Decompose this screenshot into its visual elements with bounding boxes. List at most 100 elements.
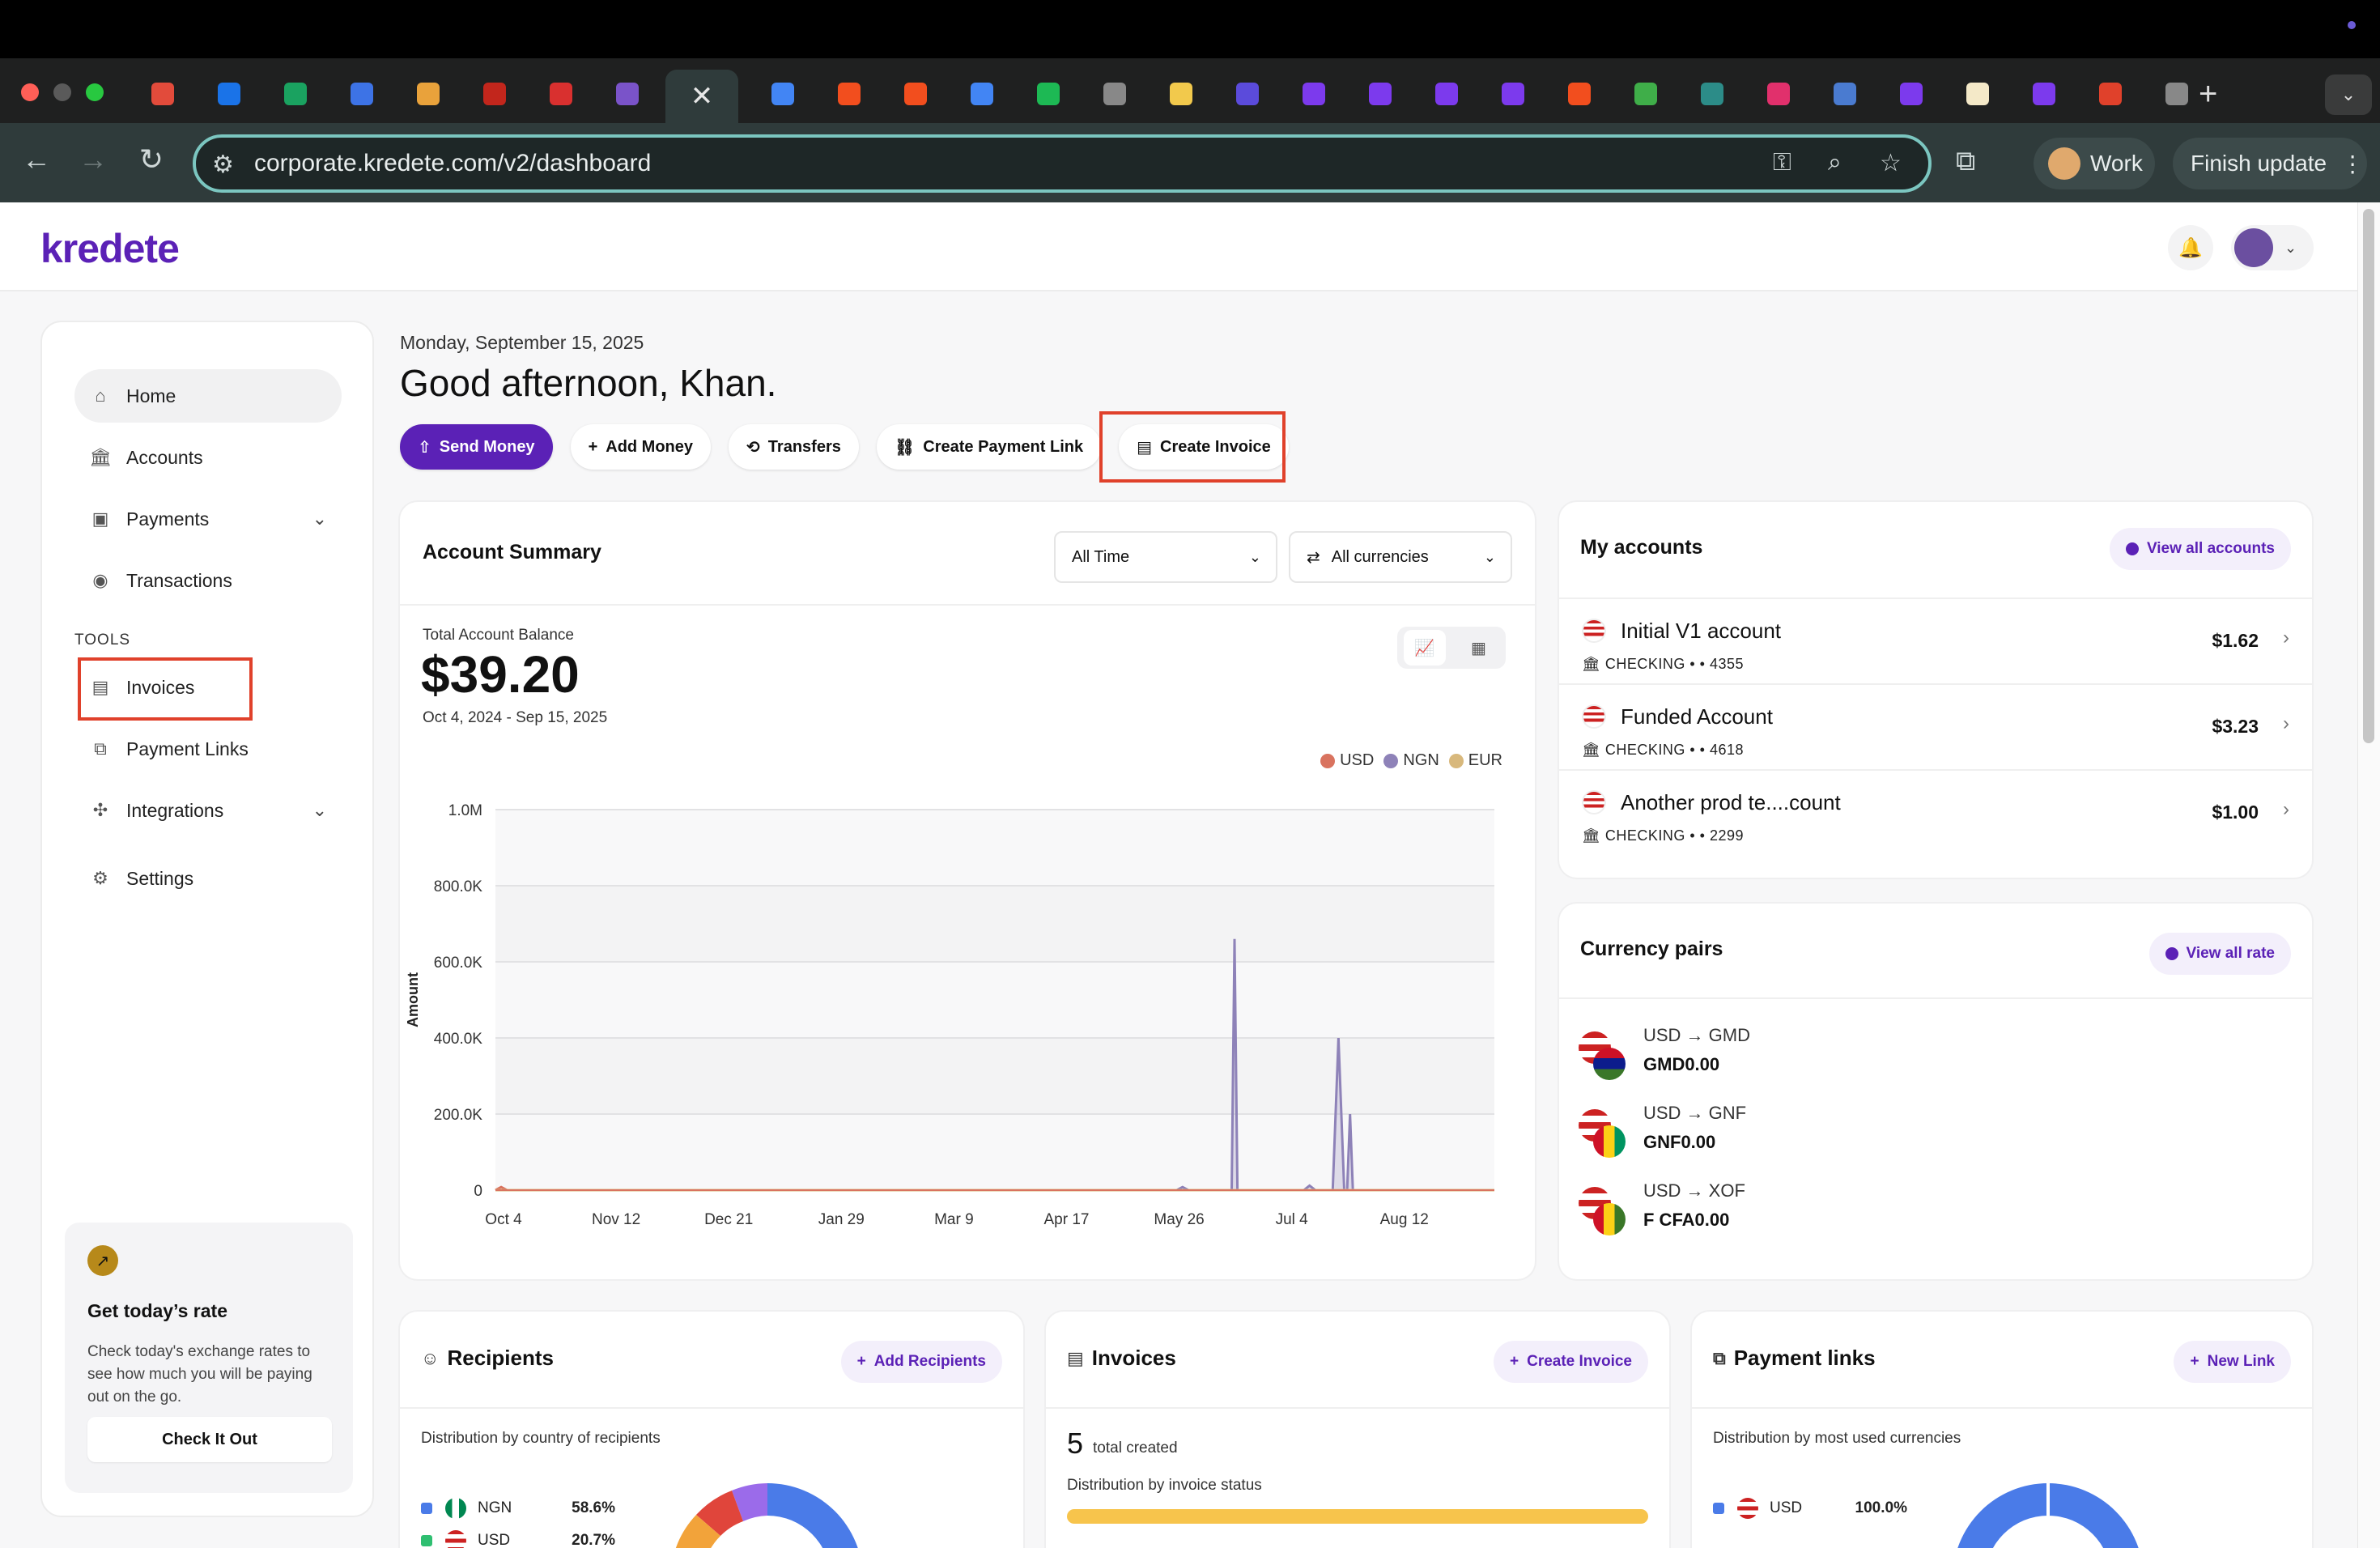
notifications-bell-icon[interactable]: 🔔: [2168, 225, 2213, 270]
check-it-out-button[interactable]: Check It Out: [87, 1417, 332, 1462]
active-tab-close-icon[interactable]: ✕: [665, 70, 738, 123]
browser-tab[interactable]: [594, 71, 661, 117]
browser-tab[interactable]: [329, 71, 395, 117]
add-recipients-button[interactable]: + Add Recipients: [840, 1341, 1002, 1383]
account-row[interactable]: Another prod te....count 🏛 CHECKING • • …: [1559, 769, 2312, 853]
sidebar-item-accounts[interactable]: 🏛 Accounts: [74, 431, 342, 484]
legend-item[interactable]: EUR: [1448, 751, 1502, 770]
currency-pair-row[interactable]: USD → XOF F CFA0.00: [1579, 1176, 2064, 1240]
browser-tab[interactable]: [2077, 71, 2144, 117]
browser-tab[interactable]: [949, 71, 1015, 117]
browser-tab[interactable]: [528, 71, 594, 117]
invoice-icon: ▤: [1137, 438, 1153, 457]
browser-tab[interactable]: [1613, 71, 1679, 117]
table-view-icon[interactable]: ▦: [1471, 639, 1486, 657]
browser-tab[interactable]: [2144, 71, 2210, 117]
zoom-icon[interactable]: ⌕: [1828, 149, 1842, 176]
currency-pair-row[interactable]: USD → GNF GNF0.00: [1579, 1098, 2064, 1163]
bookmark-star-icon[interactable]: ☆: [1880, 150, 1902, 176]
browser-tab[interactable]: [1546, 71, 1613, 117]
chevron-down-icon[interactable]: ⌄: [312, 800, 327, 820]
site-info-icon[interactable]: ⚙: [212, 151, 234, 178]
view-all-rate-button[interactable]: View all rate: [2148, 933, 2291, 975]
currency-select[interactable]: ⇄ All currencies ⌄: [1289, 531, 1512, 583]
browser-tab[interactable]: [1347, 71, 1413, 117]
account-row[interactable]: Funded Account 🏛 CHECKING • • 4618 $3.23…: [1559, 683, 2312, 768]
kebab-menu-icon[interactable]: ⋮: [2341, 151, 2365, 176]
browser-tab[interactable]: [1812, 71, 1878, 117]
browser-tab[interactable]: [1413, 71, 1480, 117]
sidebar-item-payment-links[interactable]: ⧉ Payment Links: [74, 722, 342, 776]
browser-tab[interactable]: [750, 71, 816, 117]
browser-tab[interactable]: [1878, 71, 1944, 117]
new-tab-button[interactable]: +: [2199, 76, 2218, 112]
browser-tab[interactable]: [395, 71, 461, 117]
browser-tab[interactable]: [1480, 71, 1546, 117]
browser-tab[interactable]: [1944, 71, 2011, 117]
minimize-window-button[interactable]: [53, 83, 71, 101]
browser-tab[interactable]: [1082, 71, 1148, 117]
browser-tab[interactable]: [1148, 71, 1214, 117]
add-money-button[interactable]: + Add Money: [570, 424, 712, 470]
new-link-button[interactable]: + New Link: [2174, 1341, 2291, 1383]
create-invoice-card-button[interactable]: + Create Invoice: [1493, 1341, 1648, 1383]
extensions-puzzle-icon[interactable]: ⧉: [1956, 146, 1976, 176]
password-key-icon[interactable]: ⚿: [1773, 149, 1791, 176]
create-payment-link-button[interactable]: ⛓ Create Payment Link: [876, 424, 1102, 470]
browser-tab[interactable]: [196, 71, 262, 117]
sidebar-item-integrations[interactable]: ✣ Integrations ⌄: [74, 784, 342, 837]
kredete-logo[interactable]: kredete: [40, 226, 180, 271]
period-select[interactable]: All Time ⌄: [1054, 531, 1277, 583]
browser-tab[interactable]: [882, 71, 949, 117]
url-text[interactable]: corporate.kredete.com/v2/dashboard: [254, 150, 652, 176]
browser-tab[interactable]: [1015, 71, 1082, 117]
finish-update-button[interactable]: Finish update ⋮: [2173, 138, 2367, 189]
create-invoice-highlight-box: [1099, 411, 1286, 483]
create-invoice-button[interactable]: ▤ Create Invoice: [1119, 424, 1289, 470]
scrollbar-thumb[interactable]: [2363, 209, 2374, 743]
legend-item[interactable]: USD: [1320, 751, 1374, 770]
browser-tab[interactable]: [1281, 71, 1347, 117]
currency-pair-row[interactable]: USD → GMD GMD0.00: [1579, 1020, 2064, 1085]
profile-button[interactable]: Work: [2034, 138, 2155, 189]
tab-favicon-icon: [1767, 83, 1790, 105]
invoices-highlight-box: [78, 657, 253, 721]
legend-item[interactable]: NGN: [1383, 751, 1439, 770]
account-detail-text: CHECKING • • 4355: [1604, 656, 1745, 672]
view-all-accounts-button[interactable]: View all accounts: [2109, 528, 2291, 570]
sidebar-item-invoices[interactable]: ▤ Invoices: [74, 661, 342, 714]
transfers-label: Transfers: [767, 437, 841, 456]
browser-tab[interactable]: [1214, 71, 1281, 117]
browser-tab[interactable]: [461, 71, 528, 117]
page-scrollbar[interactable]: [2357, 202, 2380, 1548]
line-chart-icon[interactable]: 📈: [1403, 630, 1446, 666]
reload-button[interactable]: ↻: [138, 142, 164, 176]
browser-tab[interactable]: [816, 71, 882, 117]
account-row[interactable]: Initial V1 account 🏛 CHECKING • • 4355 $…: [1559, 598, 2312, 682]
plot-band: [495, 1114, 1494, 1190]
forward-button[interactable]: →: [79, 142, 108, 176]
address-bar[interactable]: ⚙ corporate.kredete.com/v2/dashboard ⚿ ⌕…: [193, 134, 1932, 193]
browser-tab[interactable]: [2011, 71, 2077, 117]
transfers-button[interactable]: ⟲ Transfers: [729, 424, 859, 470]
x-tick-label: Oct 4: [485, 1211, 522, 1228]
back-button[interactable]: ←: [22, 142, 51, 176]
sidebar-item-settings[interactable]: ⚙ Settings: [74, 852, 342, 905]
chevron-down-icon: ⌄: [2284, 239, 2297, 256]
browser-tab[interactable]: [130, 71, 196, 117]
tab-search-button[interactable]: ⌄: [2325, 74, 2372, 115]
send-money-button[interactable]: ⇧ Send Money: [400, 424, 553, 470]
chevron-down-icon[interactable]: ⌄: [312, 508, 327, 529]
user-menu[interactable]: ⌄: [2231, 225, 2314, 270]
browser-tab[interactable]: [1745, 71, 1812, 117]
sidebar-item-payments[interactable]: ▣ Payments ⌄: [74, 492, 342, 546]
browser-tab[interactable]: [262, 71, 329, 117]
maximize-window-button[interactable]: [86, 83, 104, 101]
close-window-button[interactable]: [21, 83, 39, 101]
account-detail-text: CHECKING • • 2299: [1604, 827, 1745, 844]
donut-segment-other-3: [675, 1515, 720, 1548]
browser-tab[interactable]: [1679, 71, 1745, 117]
sidebar-item-transactions[interactable]: ◉ Transactions: [74, 554, 342, 607]
sidebar-item-label: Invoices: [126, 676, 195, 698]
sidebar-item-home[interactable]: ⌂ Home: [74, 369, 342, 423]
